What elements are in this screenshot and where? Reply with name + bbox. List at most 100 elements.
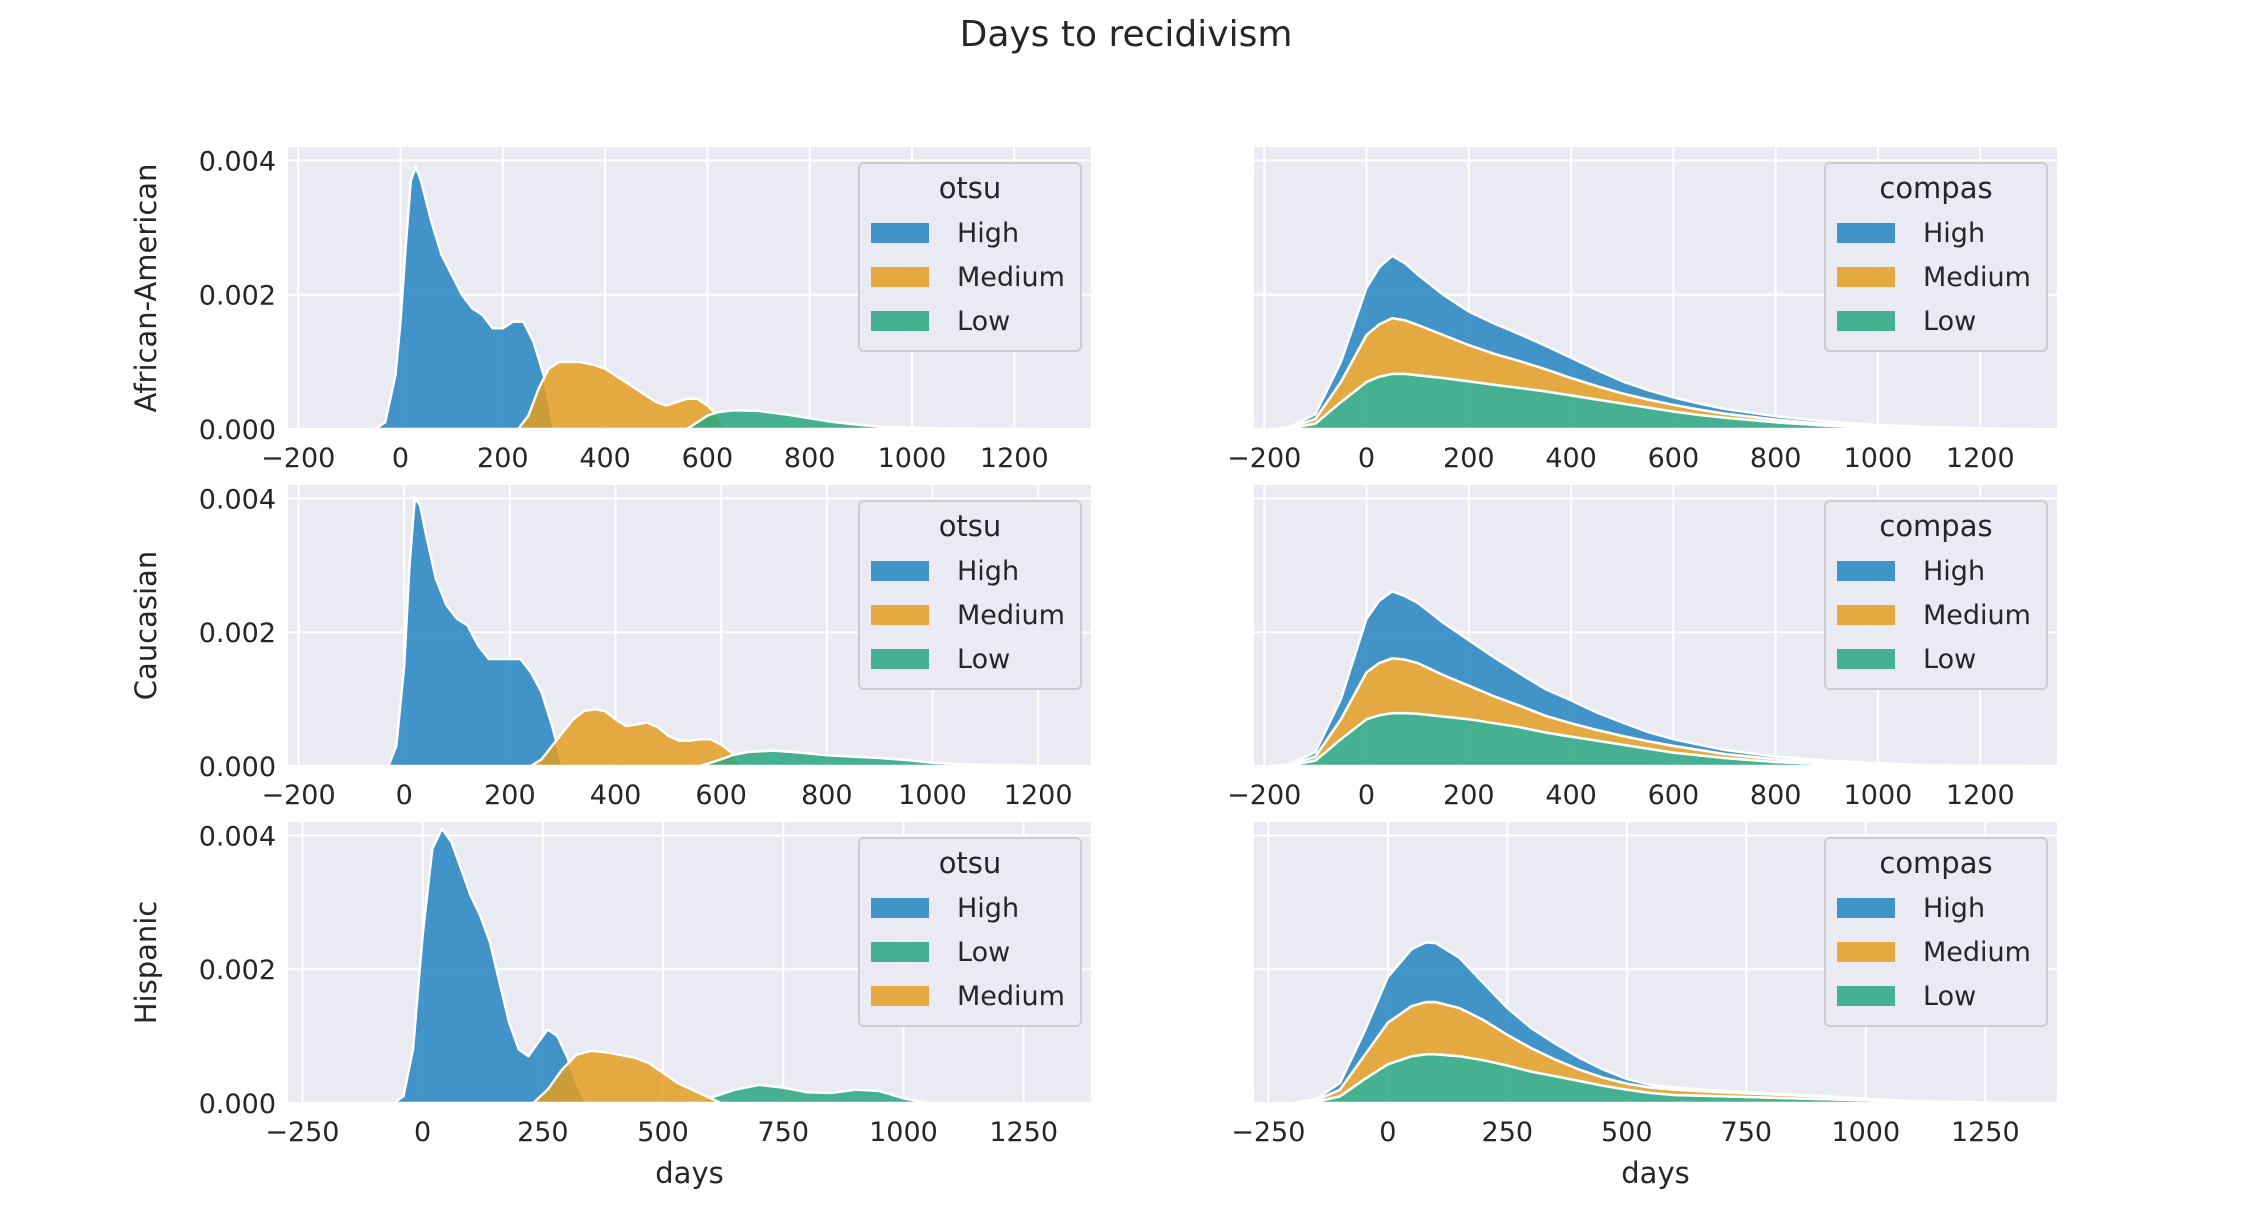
legend-swatch-medium	[1837, 942, 1895, 962]
x-tick-label: 750	[1721, 1117, 1773, 1148]
panel-4-compas: −200 0 200 400 600 800 1000 1200 compas High Mediu…	[1227, 485, 2057, 811]
y-tick-label: 0.002	[199, 618, 276, 649]
x-axis-label: days	[1621, 1156, 1689, 1190]
legend-title: otsu	[939, 509, 1002, 543]
legend-label-medium: Medium	[957, 262, 1065, 293]
legend-label-medium: Medium	[1923, 262, 2031, 293]
x-tick-label: −200	[261, 780, 335, 811]
legend-swatch-medium	[1837, 267, 1895, 287]
legend-title: compas	[1879, 846, 1992, 880]
legend-frame	[858, 837, 1082, 1027]
legend-swatch-high	[871, 898, 929, 918]
x-tick-label: 0	[1358, 443, 1375, 474]
legend: otsu High Medium Low	[858, 500, 1082, 690]
legend-frame	[858, 500, 1082, 690]
x-tick-label: 1000	[1844, 780, 1913, 811]
legend-swatch-high	[1837, 898, 1895, 918]
y-axis-label: Hispanic	[129, 901, 163, 1025]
panel-1-otsu: −200 0 200 400 600 800 1000 1200 0.000 0.002 0.004…	[129, 146, 1091, 474]
x-tick-label: 0	[1358, 780, 1375, 811]
x-tick-label: 800	[1750, 443, 1802, 474]
x-tick-label: 250	[517, 1117, 569, 1148]
density-area-high	[1274, 589, 2032, 768]
x-tick-label: 800	[801, 780, 853, 811]
legend-label-high: High	[957, 893, 1019, 924]
density-area-low	[682, 408, 1040, 431]
x-tick-label: −200	[261, 443, 335, 474]
panel-6-compas: −250 0 250 500 750 1000 1250 days compas High Medi…	[1231, 822, 2057, 1190]
y-axis-label: African-American	[129, 164, 163, 413]
density-area-high	[370, 163, 556, 431]
x-tick-label: 1200	[1004, 780, 1073, 811]
x-tick-label: 1200	[980, 443, 1049, 474]
legend-frame	[858, 162, 1082, 352]
legend-title: compas	[1879, 509, 1992, 543]
x-tick-label: 1000	[869, 1117, 938, 1148]
legend-frame	[1824, 162, 2048, 352]
legend-label-low: Low	[957, 644, 1010, 675]
legend-swatch-low	[1837, 311, 1895, 331]
y-tick-label: 0.000	[199, 415, 276, 446]
x-tick-label: −200	[1227, 780, 1301, 811]
x-tick-label: 250	[1482, 1117, 1534, 1148]
legend: compas High Medium Low	[1824, 162, 2048, 352]
y-tick-label: 0.000	[199, 1089, 276, 1120]
x-tick-label: 200	[1443, 443, 1495, 474]
y-tick-label: 0.004	[199, 821, 276, 852]
legend-swatch-medium	[1837, 605, 1895, 625]
x-tick-label: 600	[1648, 780, 1700, 811]
y-axis-label: Caucasian	[129, 551, 163, 700]
x-tick-label: 400	[1545, 780, 1597, 811]
legend: compas High Medium Low	[1824, 837, 2048, 1027]
x-axis-label: days	[655, 1156, 723, 1190]
legend-label-high: High	[957, 556, 1019, 587]
x-tick-label: −250	[1231, 1117, 1305, 1148]
x-tick-label: 1000	[1831, 1117, 1900, 1148]
x-tick-label: 200	[477, 443, 529, 474]
legend-label-medium: Medium	[957, 600, 1065, 631]
legend-frame	[1824, 837, 2048, 1027]
x-tick-label: 0	[392, 443, 409, 474]
legend-swatch-medium	[871, 267, 929, 287]
legend-label-low: Low	[1923, 306, 1976, 337]
x-tick-label: 600	[682, 443, 734, 474]
panel-2-compas: −200 0 200 400 600 800 1000 1200 compas High Mediu…	[1227, 147, 2057, 474]
x-tick-label: 800	[784, 443, 836, 474]
x-tick-label: 1000	[1844, 443, 1913, 474]
y-tick-label: 0.002	[199, 955, 276, 986]
x-tick-label: 400	[1545, 443, 1597, 474]
density-area-low	[699, 749, 1039, 768]
legend-label-low: Low	[1923, 644, 1976, 675]
legend-label-high: High	[957, 218, 1019, 249]
x-tick-label: 1000	[898, 780, 967, 811]
y-tick-label: 0.004	[199, 146, 276, 177]
legend-swatch-high	[871, 223, 929, 243]
legend-title: otsu	[939, 846, 1002, 880]
legend-swatch-low	[1837, 986, 1895, 1006]
legend-swatch-high	[1837, 561, 1895, 581]
x-tick-label: 200	[1443, 780, 1495, 811]
y-tick-label: 0.002	[199, 281, 276, 312]
legend-swatch-medium	[871, 605, 929, 625]
x-tick-label: 0	[396, 780, 413, 811]
legend: compas High Medium Low	[1824, 500, 2048, 690]
panel-3-otsu: −200 0 200 400 600 800 1000 1200 0.000 0.002 0.004…	[129, 484, 1091, 811]
legend-label-medium: Medium	[1923, 600, 2031, 631]
x-tick-label: 600	[1648, 443, 1700, 474]
x-tick-label: 1200	[1946, 443, 2015, 474]
legend-label-low: Low	[957, 937, 1010, 968]
x-tick-label: 800	[1750, 780, 1802, 811]
legend-label-low: Low	[1923, 981, 1976, 1012]
x-tick-label: 600	[695, 780, 747, 811]
legend-label-low: Low	[957, 306, 1010, 337]
x-tick-label: 0	[1379, 1117, 1396, 1148]
y-tick-label: 0.004	[199, 484, 276, 515]
x-tick-label: 1250	[1951, 1117, 2020, 1148]
legend: otsu High Low Medium	[858, 837, 1082, 1027]
figure-title: Days to recidivism	[959, 14, 1293, 55]
legend-swatch-low	[871, 311, 929, 331]
density-area-high	[389, 826, 589, 1105]
legend-swatch-low	[871, 649, 929, 669]
legend-swatch-low	[871, 942, 929, 962]
